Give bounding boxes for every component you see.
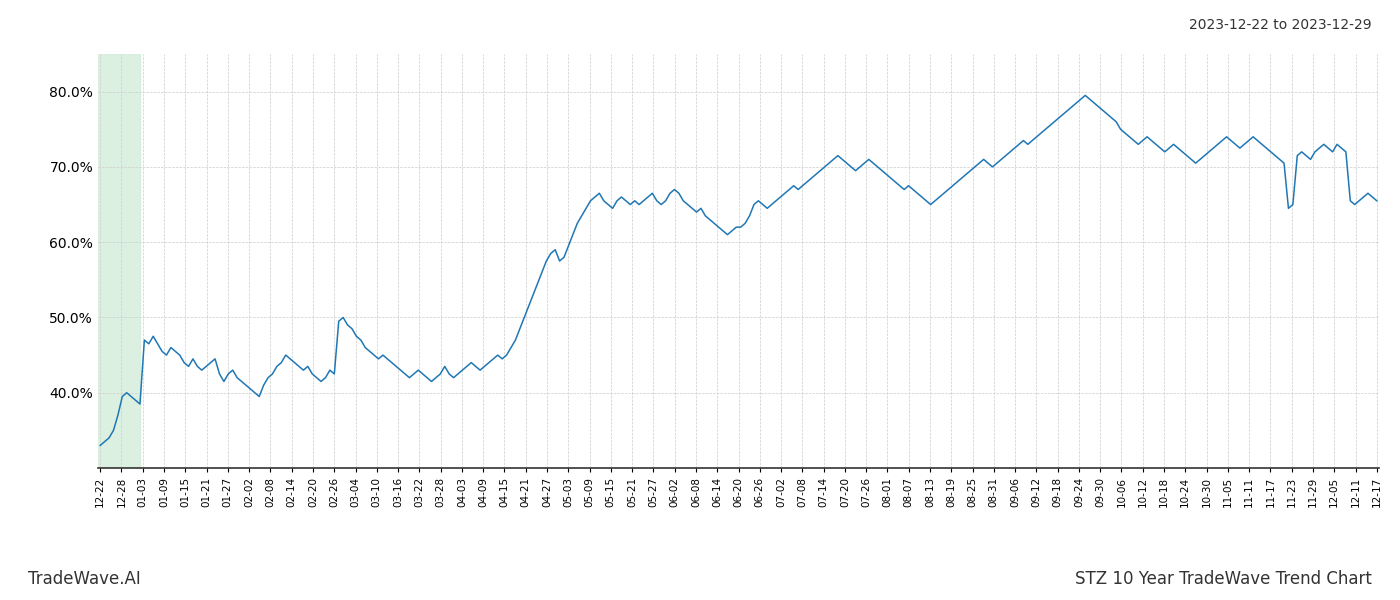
- Text: STZ 10 Year TradeWave Trend Chart: STZ 10 Year TradeWave Trend Chart: [1075, 570, 1372, 588]
- Text: 2023-12-22 to 2023-12-29: 2023-12-22 to 2023-12-29: [1190, 18, 1372, 32]
- Text: TradeWave.AI: TradeWave.AI: [28, 570, 141, 588]
- Bar: [98, 54, 140, 468]
